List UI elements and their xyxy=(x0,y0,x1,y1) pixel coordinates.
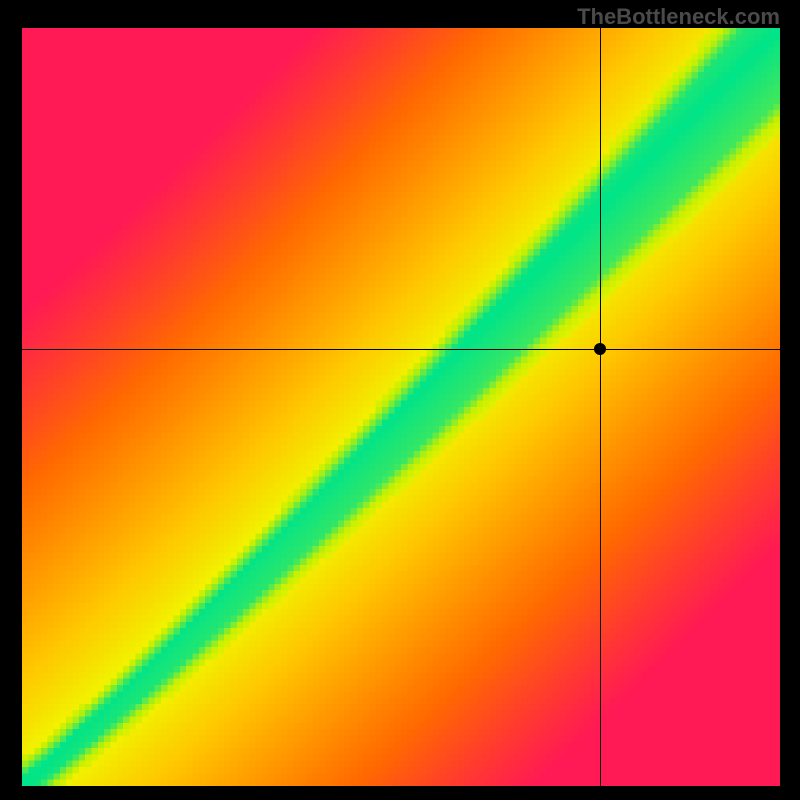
heatmap-canvas xyxy=(22,28,780,786)
heatmap-plot xyxy=(22,28,780,786)
watermark-text: TheBottleneck.com xyxy=(577,4,780,30)
crosshair-vertical xyxy=(600,28,601,786)
crosshair-marker xyxy=(594,343,606,355)
chart-container: TheBottleneck.com xyxy=(0,0,800,800)
crosshair-horizontal xyxy=(22,349,780,350)
